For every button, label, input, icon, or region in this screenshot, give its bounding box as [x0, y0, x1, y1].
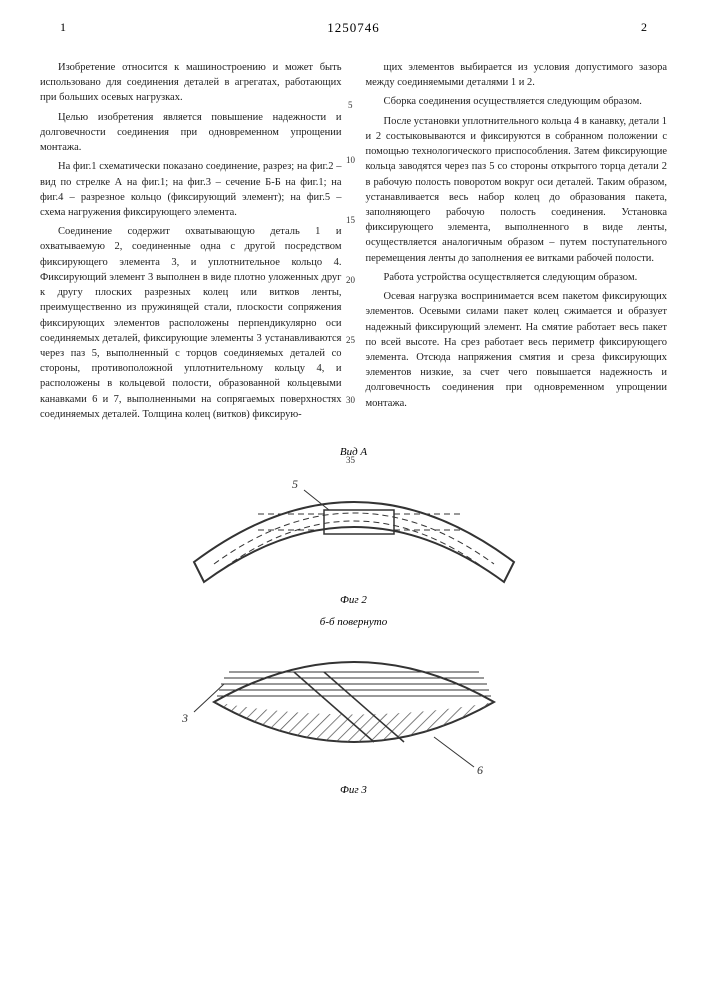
para: Работа устройства осуществляется следующ… — [366, 270, 668, 285]
para: Целью изобретения является повышение над… — [40, 110, 342, 156]
fig2-svg: 5 — [174, 462, 534, 592]
line-num: 25 — [346, 335, 355, 345]
para: Соединение содержит охватывающую деталь … — [40, 224, 342, 422]
fig3-callout-right: 6 — [477, 763, 483, 777]
para: Сборка соединения осуществляется следующ… — [366, 94, 668, 109]
line-num: 5 — [348, 100, 353, 110]
fig3-svg: 3 6 — [174, 632, 534, 782]
col-num-left: 1 — [60, 20, 66, 35]
para: После установки уплотнительного кольца 4… — [366, 114, 668, 266]
figure-2: Вид А 5 Фиг 2 — [40, 446, 667, 606]
para: Осевая нагрузка воспринимается всем паке… — [366, 289, 668, 411]
para: На фиг.1 схематически показано соединени… — [40, 159, 342, 220]
doc-number: 1250746 — [327, 20, 380, 36]
figures-area: Вид А 5 Фиг 2 б-б повернуто — [40, 446, 667, 796]
fig3-title: б-б повернуто — [40, 616, 667, 628]
para: Изобретение относится к машиностроению и… — [40, 60, 342, 106]
line-num: 10 — [346, 155, 355, 165]
column-right: щих элементов выбирается из условия допу… — [366, 60, 668, 426]
figure-3: б-б повернуто — [40, 616, 667, 796]
fig2-callout: 5 — [292, 477, 298, 491]
page: 1 2 1250746 Изобретение относится к маши… — [0, 0, 707, 1000]
line-num: 15 — [346, 215, 355, 225]
line-num: 30 — [346, 395, 355, 405]
line-num: 35 — [346, 455, 355, 465]
line-num: 20 — [346, 275, 355, 285]
column-left: Изобретение относится к машиностроению и… — [40, 60, 342, 426]
col-num-right: 2 — [641, 20, 647, 35]
fig3-callout-left: 3 — [181, 711, 188, 725]
text-columns: Изобретение относится к машиностроению и… — [40, 60, 667, 426]
fig2-label: Фиг 2 — [40, 594, 667, 606]
fig3-label: Фиг 3 — [40, 784, 667, 796]
para: щих элементов выбирается из условия допу… — [366, 60, 668, 90]
